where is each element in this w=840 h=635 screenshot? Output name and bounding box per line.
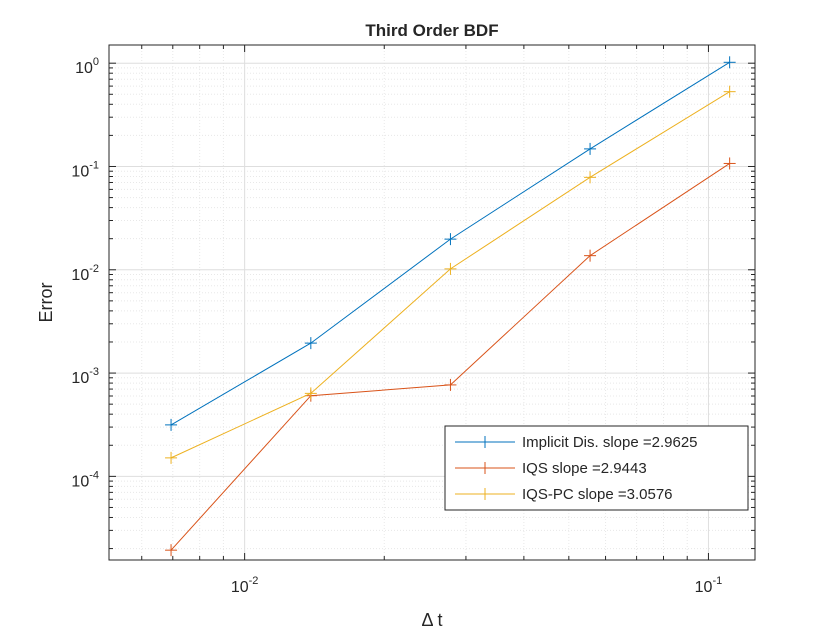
legend-label: IQS slope =2.9443 — [522, 460, 647, 477]
data-point-marker — [723, 85, 736, 98]
y-tick-label: 10-4 — [71, 469, 99, 490]
legend-item: Implicit Dis. slope =2.9625 — [455, 434, 698, 451]
data-point-marker — [723, 56, 736, 69]
y-tick-label: 100 — [75, 56, 99, 77]
axes-box — [108, 44, 756, 561]
x-tick-label: 10-2 — [231, 575, 259, 596]
x-axis-label: Δ t — [421, 610, 442, 630]
data-point-marker — [444, 262, 457, 275]
tick-labels: 10-2 10-1 10-4 10-3 10-2 10-1 100 — [71, 56, 722, 596]
y-tick-label: 10-3 — [71, 366, 99, 387]
data-point-marker — [165, 418, 178, 431]
data-point-marker — [584, 142, 597, 155]
data-point-marker — [444, 233, 457, 246]
y-tick-label: 10-2 — [71, 263, 99, 284]
tick-marks — [109, 45, 755, 560]
data-point-marker — [304, 337, 317, 350]
data-point-marker — [165, 544, 178, 557]
data-point-marker — [304, 387, 317, 400]
legend-item: IQS-PC slope =3.0576 — [455, 486, 673, 503]
data-point-marker — [584, 249, 597, 262]
legend: Implicit Dis. slope =2.9625 IQS slope =2.… — [444, 425, 749, 511]
y-axis-label: Error — [36, 282, 56, 322]
series-3 — [165, 85, 736, 464]
series-layer — [165, 56, 736, 557]
legend-label: Implicit Dis. slope =2.9625 — [522, 434, 698, 451]
legend-label: IQS-PC slope =3.0576 — [522, 486, 673, 503]
y-tick-label: 10-1 — [71, 159, 99, 180]
data-point-marker — [584, 171, 597, 184]
x-tick-label: 10-1 — [695, 575, 723, 596]
data-point-marker — [723, 157, 736, 170]
legend-item: IQS slope =2.9443 — [455, 460, 647, 477]
chart-title: Third Order BDF — [365, 21, 498, 40]
axes-frame — [108, 44, 756, 561]
data-point-marker — [165, 451, 178, 464]
series-1 — [165, 56, 736, 431]
data-point-marker — [444, 378, 457, 391]
